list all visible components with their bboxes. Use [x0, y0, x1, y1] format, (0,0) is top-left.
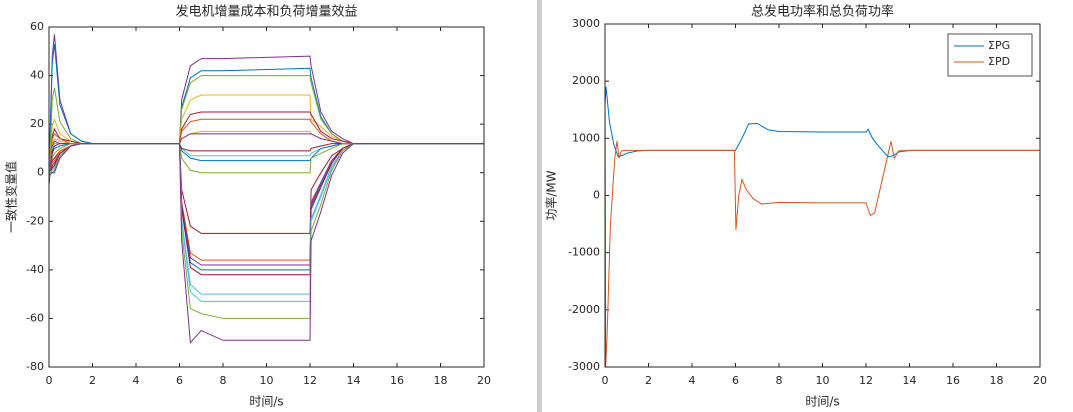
y-tick-label: 20 [30, 117, 44, 130]
x-tick-label: 2 [89, 374, 96, 387]
x-tick-label: 2 [645, 374, 652, 387]
y-tick-label: -60 [26, 311, 44, 324]
x-tick-label: 6 [176, 374, 183, 387]
series-line [49, 143, 484, 276]
y-tick-label: 40 [30, 69, 44, 82]
axes-background [49, 27, 484, 367]
x-tick-label: 0 [602, 374, 609, 387]
chart-title: 总发电功率和总负荷功率 [751, 4, 894, 20]
y-tick-label: 1000 [572, 131, 600, 144]
x-axis-label: 时间/s [249, 395, 283, 409]
x-axis-label: 时间/s [805, 395, 839, 409]
y-tick-label: -3000 [568, 360, 600, 373]
axes-background [605, 24, 1040, 367]
divider [537, 0, 542, 412]
y-tick-label: -1000 [568, 246, 600, 259]
x-tick-label: 6 [732, 374, 739, 387]
chart-title: 发电机增量成本和负荷增量效益 [175, 4, 357, 20]
y-tick-label: -20 [26, 214, 44, 227]
y-tick-label: -80 [26, 360, 44, 373]
x-tick-label: 8 [776, 374, 783, 387]
legend-label: ΣPG [988, 39, 1010, 52]
series-line [49, 143, 484, 181]
y-axis-label: 功率/MW [544, 170, 559, 220]
y-axis-label: 一致性变量值 [4, 161, 19, 233]
series-line [49, 143, 484, 344]
y-tick-label: 60 [30, 20, 44, 33]
x-tick-label: 20 [477, 374, 491, 387]
x-tick-label: 14 [903, 374, 917, 387]
x-tick-label: 16 [946, 374, 960, 387]
y-tick-label: 2000 [572, 74, 600, 87]
x-tick-label: 18 [434, 374, 448, 387]
y-tick-label: -40 [26, 263, 44, 276]
y-tick-label: -2000 [568, 303, 600, 316]
x-tick-label: 0 [46, 374, 53, 387]
y-tick-label: 0 [37, 166, 44, 179]
y-tick-label: 0 [593, 189, 600, 202]
axes-box [604, 23, 1041, 368]
x-tick-label: 20 [1033, 374, 1047, 387]
x-tick-label: 8 [220, 374, 227, 387]
y-tick-label: 3000 [572, 17, 600, 30]
x-tick-label: 4 [133, 374, 140, 387]
x-tick-label: 16 [390, 374, 404, 387]
series-line [49, 34, 484, 173]
x-tick-label: 10 [816, 374, 830, 387]
series-line [49, 143, 484, 319]
x-tick-label: 4 [689, 374, 696, 387]
series-line [49, 143, 484, 183]
x-tick-label: 14 [347, 374, 361, 387]
x-tick-label: 18 [990, 374, 1004, 387]
legend-box [947, 33, 1033, 77]
legend-label: ΣPD [988, 55, 1010, 68]
series-line [605, 78, 1040, 367]
x-tick-label: 12 [859, 374, 873, 387]
x-tick-label: 10 [260, 374, 274, 387]
x-tick-label: 12 [303, 374, 317, 387]
axes-box [48, 26, 485, 368]
